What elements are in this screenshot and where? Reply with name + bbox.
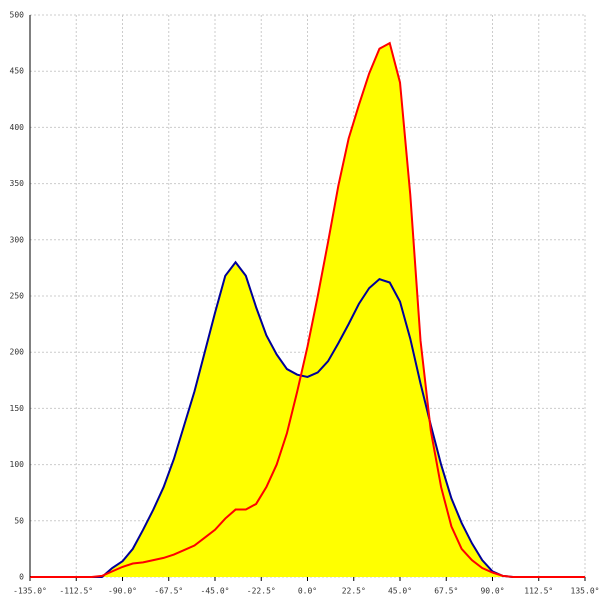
- y-tick-label: 500: [10, 11, 25, 20]
- x-tick-label: 112.5°: [524, 587, 553, 596]
- y-tick-label: 0: [19, 573, 24, 582]
- x-tick-label: -22.5°: [247, 587, 276, 596]
- fills: [30, 43, 585, 578]
- y-tick-label: 100: [10, 460, 25, 469]
- y-tick-label: 400: [10, 123, 25, 132]
- x-tick-label: 0.0°: [298, 587, 317, 596]
- x-tick-label: 45.0°: [388, 587, 412, 596]
- x-tick-label: 67.5°: [434, 587, 458, 596]
- x-tick-label: -112.5°: [59, 587, 93, 596]
- y-tick-label: 200: [10, 348, 25, 357]
- x-tick-label: 90.0°: [480, 587, 504, 596]
- area-fill: [30, 43, 585, 578]
- y-tick-label: 350: [10, 179, 25, 188]
- y-tick-label: 250: [10, 292, 25, 301]
- labels: 0 50 100 150 200 250 300 350 400 450 500 -135.0° -11…: [10, 11, 600, 596]
- y-tick-label: 150: [10, 404, 25, 413]
- series-line: [30, 260, 585, 578]
- x-tick-label: 135.0°: [571, 587, 600, 596]
- y-tick-label: 50: [14, 516, 24, 525]
- x-tick-label: -135.0°: [13, 587, 47, 596]
- x-tick-label: -45.0°: [201, 587, 230, 596]
- y-tick-label: 300: [10, 235, 25, 244]
- x-tick-label: -90.0°: [108, 587, 137, 596]
- x-tick-label: 22.5°: [342, 587, 366, 596]
- y-tick-label: 450: [10, 67, 25, 76]
- series-line: [30, 41, 585, 578]
- lines: [30, 41, 585, 578]
- x-tick-label: -67.5°: [154, 587, 183, 596]
